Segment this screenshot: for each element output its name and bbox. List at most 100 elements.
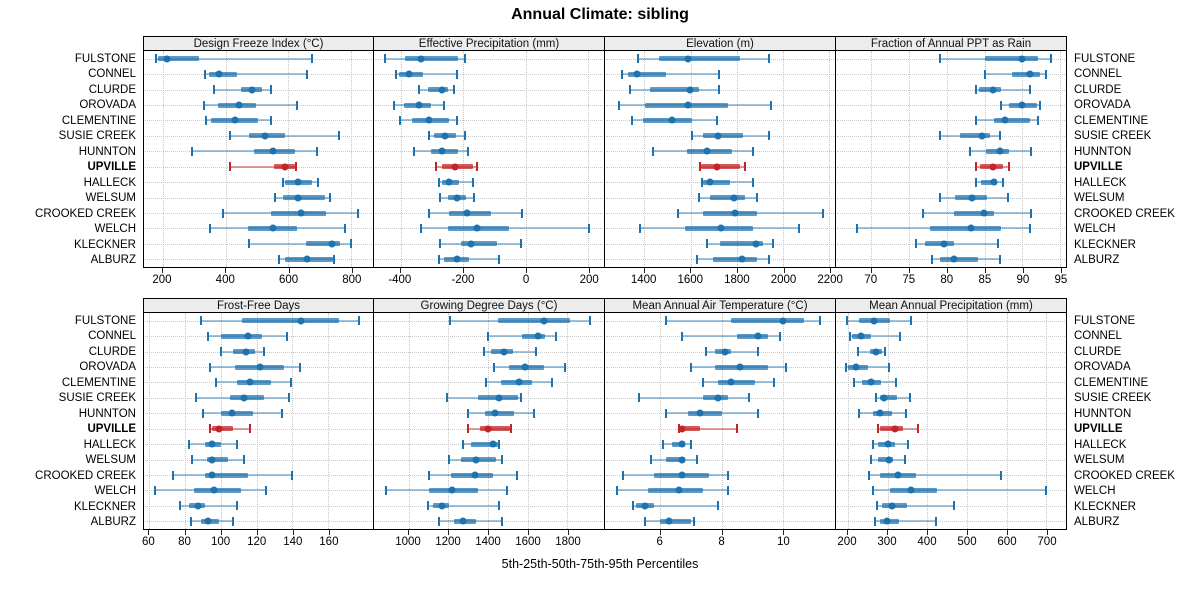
gridline-vertical <box>966 313 968 529</box>
whisker-cap <box>631 115 634 125</box>
gridline-vertical <box>149 313 151 529</box>
median-dot <box>269 147 277 155</box>
row-label: UPVILLE <box>87 423 136 436</box>
gridline-vertical <box>871 51 873 267</box>
gridline-horizontal <box>375 336 603 338</box>
gridline-vertical <box>448 313 450 529</box>
panel: Design Freeze Index (°C) 200 400 600 800 <box>143 36 374 291</box>
whisker-cap <box>735 424 738 434</box>
panel-plot <box>143 313 374 530</box>
whisker-cap <box>200 316 203 326</box>
median-dot <box>240 394 248 402</box>
whisker-cap <box>383 54 386 64</box>
whisker-cap <box>856 223 859 233</box>
whisker-cap <box>350 239 353 249</box>
median-dot <box>417 55 425 63</box>
gridline-vertical <box>328 313 330 529</box>
gridline-horizontal <box>375 521 603 523</box>
whisker-cap <box>393 100 396 110</box>
median-dot <box>453 255 461 263</box>
axis-tick <box>351 268 353 273</box>
axis-tick-label: 140 <box>283 536 303 548</box>
axis-tick-label: 80 <box>940 274 954 286</box>
panel-strip-title: Mean Annual Precipitation (mm) <box>835 298 1067 313</box>
gridline-vertical <box>408 313 410 529</box>
axis-tick <box>659 530 661 535</box>
gridline-horizontal <box>837 213 1065 214</box>
median-dot <box>731 209 739 217</box>
range-whisker <box>427 504 499 507</box>
gridline-vertical <box>288 51 290 267</box>
axis-tick-label: 400 <box>917 536 937 548</box>
median-dot <box>438 147 446 155</box>
median-dot <box>303 255 311 263</box>
median-dot <box>246 378 254 386</box>
whisker-cap <box>887 362 890 372</box>
axis-tick-label: 120 <box>247 536 267 548</box>
axis-tick-label: 200 <box>152 274 172 286</box>
iqr-bar <box>485 410 514 416</box>
iqr-bar <box>924 241 954 247</box>
gridline-vertical <box>1006 313 1008 529</box>
gridline-vertical <box>400 51 402 267</box>
gridline-horizontal <box>145 105 372 106</box>
range-whisker <box>155 57 313 60</box>
row-label: SUSIE CREEK <box>1074 130 1152 143</box>
whisker-cap <box>286 331 289 341</box>
whisker-cap <box>427 208 430 218</box>
axis-tick <box>225 268 227 273</box>
gridline-horizontal <box>837 367 1065 368</box>
range-whisker <box>873 489 1047 492</box>
gridline-horizontal <box>145 490 372 492</box>
median-dot <box>215 70 223 78</box>
median-dot <box>448 486 456 494</box>
median-dot <box>907 486 915 494</box>
panel: Frost-Free Days 60 80 100 120 140 160 <box>142 298 374 553</box>
axis-tick <box>1007 530 1008 535</box>
median-dot <box>996 147 1004 155</box>
gridline-vertical <box>351 51 353 267</box>
median-dot <box>281 163 289 171</box>
median-dot <box>872 348 880 356</box>
gridline-horizontal <box>145 459 372 461</box>
gridline-horizontal <box>606 444 834 446</box>
range-whisker <box>706 350 759 353</box>
gridline-horizontal <box>837 105 1065 106</box>
median-dot <box>779 317 787 325</box>
row-label: SUSIE CREEK <box>1074 392 1152 405</box>
whisker-cap <box>475 162 478 172</box>
range-whisker <box>976 88 1030 91</box>
axis-tick-label: 95 <box>1054 274 1068 286</box>
iqr-bar <box>930 225 1002 231</box>
gridline-horizontal <box>837 413 1065 415</box>
median-dot <box>894 471 902 479</box>
range-whisker <box>868 474 1002 476</box>
iqr-bar <box>650 87 699 93</box>
median-dot <box>752 240 760 248</box>
whisker-cap <box>907 439 910 449</box>
iqr-bar <box>736 333 768 339</box>
whisker-cap <box>695 254 698 264</box>
median-dot <box>269 224 277 232</box>
axis-tick <box>927 530 928 535</box>
whisker-cap <box>718 69 721 79</box>
gridline-vertical <box>488 313 489 529</box>
iqr-bar <box>680 426 701 432</box>
gridline-horizontal <box>375 505 603 507</box>
whisker-cap <box>243 455 246 465</box>
median-dot <box>967 224 975 232</box>
row-label: ALBURZ <box>90 254 136 267</box>
whisker-cap <box>752 177 755 187</box>
gridline-horizontal <box>606 243 834 245</box>
whisker-cap <box>438 516 441 526</box>
row-label: CLURDE <box>1074 345 1122 358</box>
median-dot <box>204 517 212 525</box>
row-label: HALLECK <box>83 438 136 451</box>
range-whisker <box>638 396 750 399</box>
gridline-horizontal <box>837 459 1065 461</box>
panel-plot <box>835 51 1067 268</box>
gridline-vertical <box>256 313 258 529</box>
gridline-horizontal <box>145 243 372 245</box>
axis-tick-label: 1400 <box>630 274 657 286</box>
whisker-cap <box>772 239 775 249</box>
